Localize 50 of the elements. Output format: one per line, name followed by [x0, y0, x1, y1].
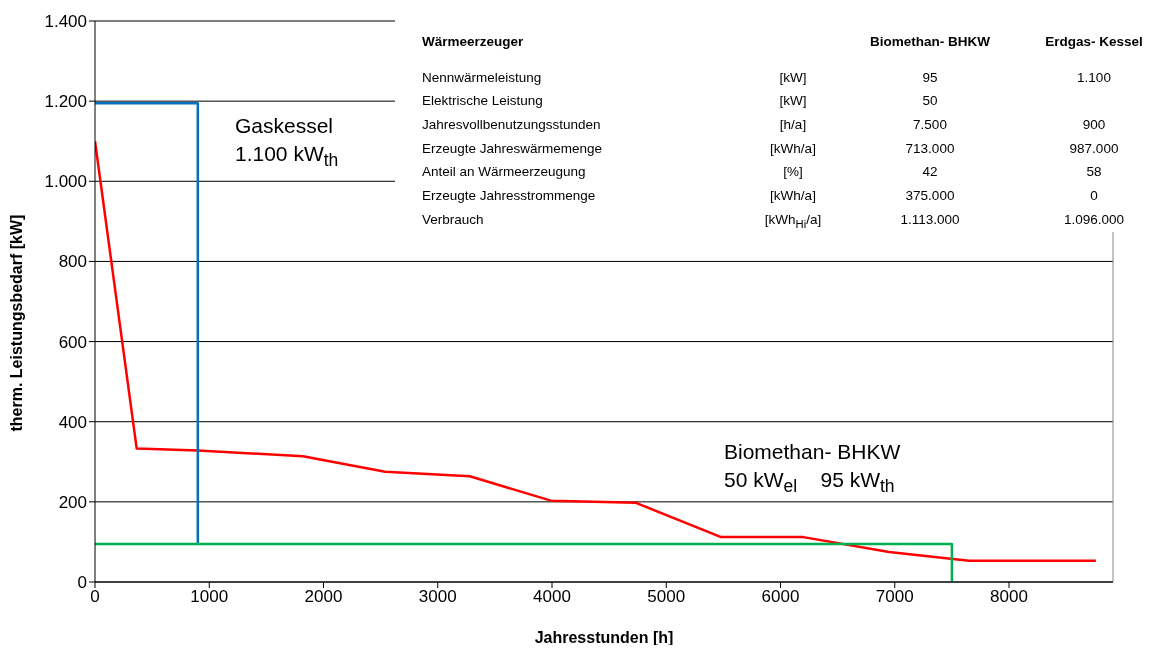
annotation: 1.100 — [1077, 70, 1111, 85]
y-tick-label: 1.200 — [44, 92, 87, 112]
y-tick-label: 0 — [77, 573, 87, 593]
annotation: 1.113.000 — [900, 212, 960, 227]
x-tick-label: 3000 — [418, 587, 457, 607]
x-tick-label: 7000 — [875, 587, 914, 607]
y-tick-label: 1.000 — [44, 172, 87, 192]
annotation: Verbrauch — [422, 212, 484, 227]
annotation: [%] — [783, 164, 803, 179]
annotation: 1.096.000 — [1063, 212, 1125, 227]
text: Biomethan- BHKW 50 kW$_{el}$ 95 kW$_{th}$ — [724, 440, 901, 497]
y-tick-label: 600 — [58, 332, 87, 352]
annotation: Erzeugte Jahreswärmemenge — [422, 141, 603, 156]
annotation: Anteil an Wärmeerzeugung — [422, 164, 586, 179]
annotation: 7.500 — [913, 117, 947, 132]
annotation: [h/a] — [779, 117, 807, 132]
annotation: 50 — [922, 93, 938, 108]
annotation: Nennwärmeleistung — [422, 70, 542, 85]
annotation: 375.000 — [905, 188, 955, 203]
annotation: Biomethan- BHKW — [870, 34, 990, 49]
annotation: [kW] — [779, 93, 807, 108]
annotation: Erdgas- Kessel — [1045, 34, 1143, 49]
annotation: [kWh/a] — [770, 141, 816, 156]
x-tick-label: 2000 — [304, 587, 343, 607]
annotation: [kW] — [779, 70, 807, 85]
annotation: 713.000 — [905, 141, 955, 156]
x-tick-label: 1000 — [190, 587, 229, 607]
annotation: Wärmeerzeuger — [422, 34, 524, 49]
annotation: 95 — [922, 70, 938, 85]
x-tick-label: 0 — [90, 587, 100, 607]
y-tick-label: 800 — [58, 252, 87, 272]
annotation: Erzeugte Jahresstrommenge — [422, 188, 596, 203]
x-tick-label: 6000 — [761, 587, 800, 607]
annotation: [kWh$_{Hi}$/a] — [764, 212, 822, 230]
annotation: Gaskessel 1.100 kW$_{th}$ — [235, 113, 339, 173]
annotation: Elektrische Leistung — [422, 93, 543, 108]
annotation: Jahresvollbenutzungsstunden — [422, 117, 601, 132]
annotation: 900 — [1082, 117, 1106, 132]
annotation: 58 — [1086, 164, 1102, 179]
y-tick-label: 1.400 — [44, 12, 87, 32]
x-tick-label: 8000 — [990, 587, 1028, 607]
y-tick-label: 400 — [58, 412, 87, 432]
annotation: 42 — [922, 164, 938, 179]
y-tick-label: 200 — [58, 492, 87, 512]
annotation: [kWh/a] — [770, 188, 816, 203]
x-tick-label: 4000 — [533, 587, 571, 607]
annotation: 987.000 — [1069, 141, 1119, 156]
x-tick-label: 5000 — [647, 587, 686, 607]
y-axis-title: therm. Leistungsbedarf [kW] — [7, 214, 25, 432]
annotation: 0 — [1090, 188, 1098, 203]
